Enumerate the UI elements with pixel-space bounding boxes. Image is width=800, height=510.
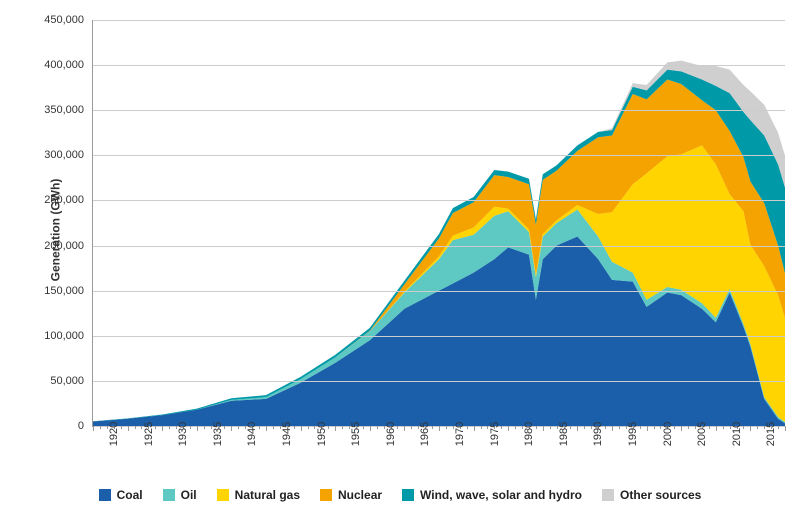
x-tick-label: 1970 [438, 422, 466, 446]
x-tick [224, 426, 225, 429]
x-tick-label: 1975 [473, 422, 501, 446]
legend-label: Other sources [620, 488, 701, 502]
x-tick-label: 1990 [576, 422, 604, 446]
x-tick [709, 426, 710, 429]
x-tick-label: 1945 [265, 422, 293, 446]
gridline [93, 110, 785, 111]
x-tick-label: 1950 [300, 422, 328, 446]
x-tick [259, 426, 260, 429]
x-tick-label: 1935 [196, 422, 224, 446]
gridline [93, 336, 785, 337]
legend-label: Nuclear [338, 488, 382, 502]
x-tick [570, 426, 571, 429]
x-tick [640, 426, 641, 429]
legend-swatch [163, 489, 175, 501]
x-tick-label: 1940 [230, 422, 258, 446]
x-tick [605, 426, 606, 429]
legend-label: Coal [117, 488, 143, 502]
legend-swatch [402, 489, 414, 501]
x-tick [121, 426, 122, 429]
x-tick-label: 1985 [542, 422, 570, 446]
gridline [93, 381, 785, 382]
gridline [93, 155, 785, 156]
x-tick-label: 1920 [92, 422, 120, 446]
y-axis-labels: 050,000100,000150,000200,000250,000300,0… [30, 18, 88, 428]
x-tick-label: 1965 [403, 422, 431, 446]
x-tick [363, 426, 364, 429]
legend-swatch [99, 489, 111, 501]
y-tick-label: 150,000 [44, 285, 84, 297]
legend-item: Nuclear [320, 488, 382, 502]
x-tick [432, 426, 433, 429]
x-tick [501, 426, 502, 429]
legend-item: Natural gas [217, 488, 300, 502]
legend: Coal Oil Natural gas Nuclear Wind, wave, sol… [0, 488, 800, 502]
x-tick [190, 426, 191, 429]
x-tick [328, 426, 329, 429]
x-tick [674, 426, 675, 429]
x-tick-label: 2020 [784, 422, 800, 446]
x-tick [294, 426, 295, 429]
x-tick-label: 1995 [611, 422, 639, 446]
legend-label: Natural gas [235, 488, 300, 502]
y-tick-label: 50,000 [50, 375, 84, 387]
y-tick-label: 0 [78, 420, 84, 432]
legend-item: Wind, wave, solar and hydro [402, 488, 582, 502]
stacked-area-svg [93, 20, 785, 426]
plot-area [92, 20, 785, 427]
x-tick-label: 1955 [334, 422, 362, 446]
gridline [93, 246, 785, 247]
x-tick [397, 426, 398, 429]
legend-label: Wind, wave, solar and hydro [420, 488, 582, 502]
y-tick-label: 200,000 [44, 240, 84, 252]
x-tick-label: 2000 [646, 422, 674, 446]
legend-swatch [217, 489, 229, 501]
x-tick [743, 426, 744, 429]
x-tick [536, 426, 537, 429]
x-tick [155, 426, 156, 429]
x-axis-labels: 1920192519301935194019451950195519601965… [92, 430, 784, 470]
y-tick-label: 350,000 [44, 104, 84, 116]
x-tick [467, 426, 468, 429]
gridline [93, 20, 785, 21]
legend-item: Coal [99, 488, 143, 502]
x-tick-label: 2015 [749, 422, 777, 446]
gridline [93, 291, 785, 292]
gridline [93, 200, 785, 201]
legend-item: Oil [163, 488, 197, 502]
x-tick [778, 426, 779, 429]
y-tick-label: 400,000 [44, 59, 84, 71]
legend-item: Other sources [602, 488, 701, 502]
legend-swatch [602, 489, 614, 501]
y-tick-label: 100,000 [44, 330, 84, 342]
y-tick-label: 300,000 [44, 149, 84, 161]
x-tick-label: 1980 [507, 422, 535, 446]
legend-swatch [320, 489, 332, 501]
chart-container: Generation (GWh) 050,000100,000150,00020… [0, 0, 800, 510]
y-tick-label: 250,000 [44, 194, 84, 206]
x-tick-label: 1930 [161, 422, 189, 446]
x-tick-label: 2005 [680, 422, 708, 446]
gridline [93, 65, 785, 66]
x-tick-label: 2010 [715, 422, 743, 446]
x-tick-label: 1925 [127, 422, 155, 446]
legend-label: Oil [181, 488, 197, 502]
x-tick-label: 1960 [369, 422, 397, 446]
y-tick-label: 450,000 [44, 14, 84, 26]
